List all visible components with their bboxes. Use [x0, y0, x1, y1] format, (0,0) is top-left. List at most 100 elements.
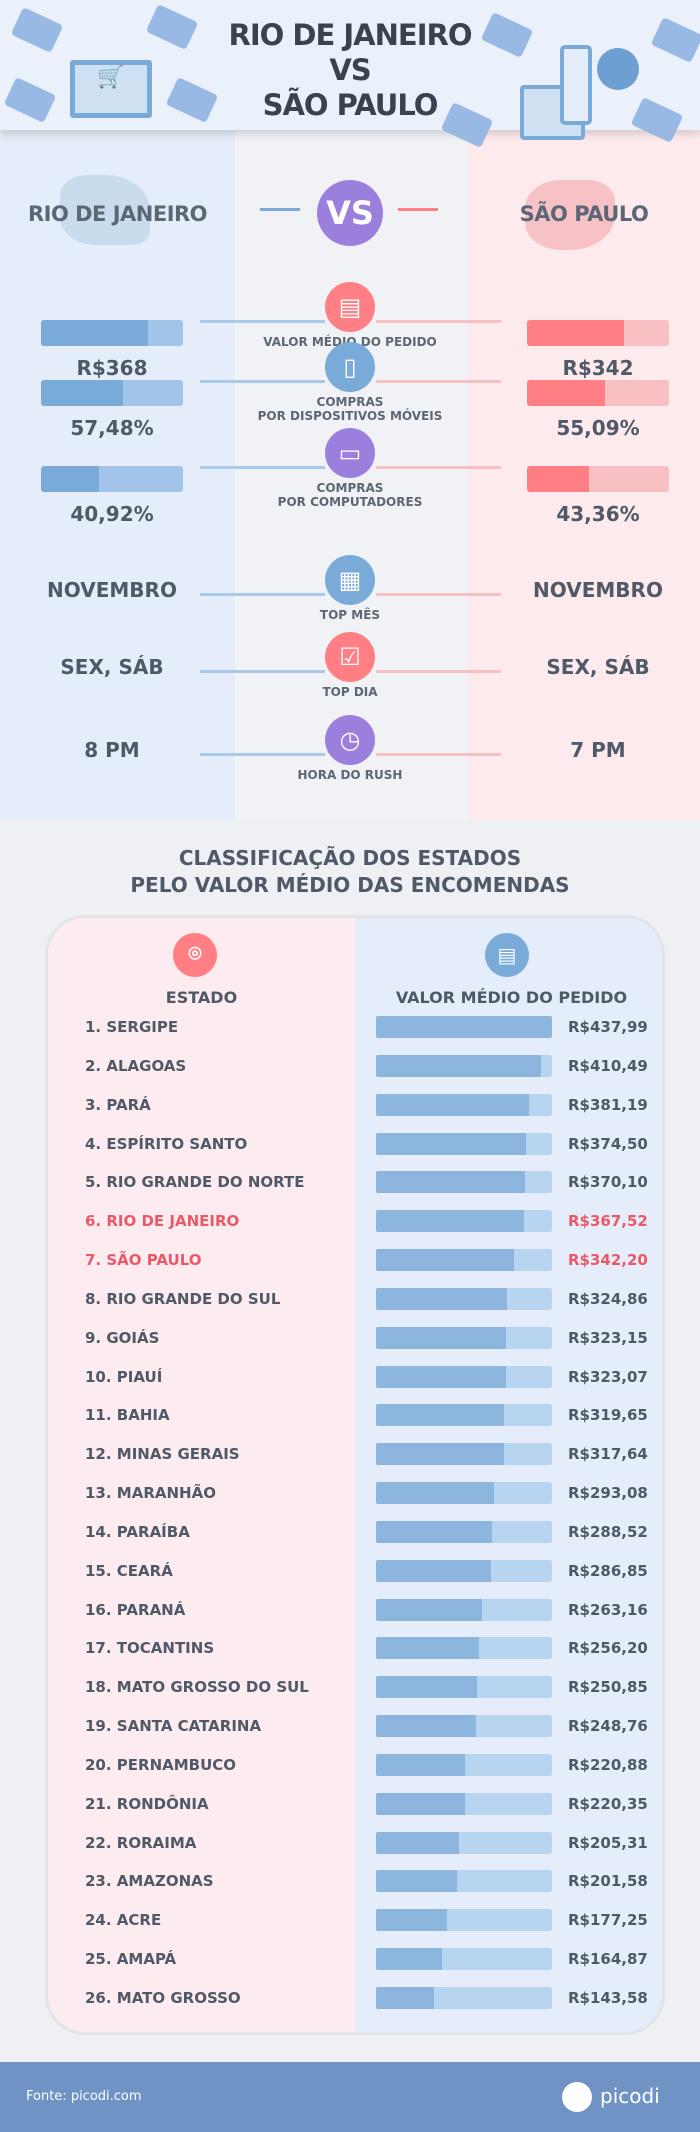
- left-value: SEX, SÁB: [60, 655, 164, 679]
- value-label: R$410,49: [568, 1056, 648, 1075]
- value-bar: [376, 1132, 527, 1155]
- state-name: 7. SÃO PAULO: [85, 1251, 202, 1270]
- state-name: 23. AMAZONAS: [85, 1872, 214, 1891]
- value-label: R$220,35: [568, 1794, 648, 1813]
- clock-icon: ◷: [325, 715, 375, 765]
- value-bar-track: [376, 1482, 552, 1505]
- left-city-name: RIO DE JANEIRO: [27, 202, 208, 226]
- left-bar-fill: [41, 466, 100, 492]
- value-bar-track: [376, 1715, 552, 1738]
- state-name: 22. RORAIMA: [85, 1833, 197, 1852]
- right-bar-fill: [527, 380, 606, 406]
- value-bar-track: [376, 1948, 552, 1971]
- state-name: 20. PERNAMBUCO: [85, 1755, 237, 1774]
- page-title: RIO DE JANEIRO VS SÃO PAULO: [228, 18, 473, 122]
- calendar-icon: ▦: [325, 555, 375, 605]
- value-label: R$317,64: [568, 1445, 648, 1464]
- value-bar: [376, 1210, 524, 1233]
- value-label: R$324,86: [568, 1289, 648, 1308]
- state-name: 12. MINAS GERAIS: [85, 1445, 240, 1464]
- left-bar-fill: [41, 380, 123, 406]
- left-value: R$368: [76, 356, 148, 380]
- metric-label: HORA DO RUSH: [297, 768, 403, 782]
- value-label: R$263,16: [568, 1600, 648, 1619]
- state-name: 10. PIAUÍ: [85, 1367, 163, 1386]
- right-bar: [527, 466, 669, 492]
- smartphone-icon: ▯: [325, 342, 375, 392]
- value-label: R$256,20: [568, 1639, 648, 1658]
- value-label: R$319,65: [568, 1406, 648, 1425]
- column-header-state: ESTADO: [165, 988, 238, 1007]
- state-name: 5. RIO GRANDE DO NORTE: [85, 1173, 305, 1192]
- right-value: 43,36%: [556, 502, 640, 526]
- value-bar-track: [376, 1326, 552, 1349]
- value-bar: [376, 1287, 507, 1310]
- left-bar: [41, 380, 183, 406]
- value-bar-track: [376, 1753, 552, 1776]
- right-value: R$342: [562, 356, 634, 380]
- value-bar-track: [376, 1520, 552, 1543]
- value-bar-track: [376, 1287, 552, 1310]
- state-name: 26. MATO GROSSO: [85, 1989, 241, 2007]
- source-text: Fonte: picodi.com: [26, 2089, 142, 2104]
- value-bar-track: [376, 1365, 552, 1388]
- arrow-left-icon: [200, 466, 325, 469]
- right-value: NOVEMBRO: [533, 578, 663, 602]
- value-bar: [376, 1093, 530, 1116]
- value-label: R$293,08: [568, 1484, 648, 1503]
- state-name: 1. SERGIPE: [85, 1018, 179, 1036]
- value-bar-track: [376, 1171, 552, 1194]
- state-name: 14. PARAÍBA: [85, 1522, 190, 1541]
- brand-logo: picodi: [600, 2084, 660, 2108]
- state-name: 21. RONDÔNIA: [85, 1794, 209, 1813]
- state-name: 25. AMAPÁ: [85, 1950, 177, 1969]
- value-bar: [376, 1676, 477, 1699]
- state-name: 4. ESPÍRITO SANTO: [85, 1134, 248, 1153]
- footer: Fonte: picodi.com picodi: [0, 2062, 700, 2132]
- metric-label: COMPRAS POR COMPUTADORES: [277, 481, 423, 509]
- left-value: 40,92%: [70, 502, 154, 526]
- arrow-right-icon: [376, 670, 501, 673]
- state-name: 24. ACRE: [85, 1911, 162, 1930]
- value-label: R$323,15: [568, 1328, 648, 1347]
- value-bar-track: [376, 1210, 552, 1233]
- arrow-left-icon: [200, 670, 325, 673]
- value-label: R$143,58: [568, 1989, 648, 2007]
- value-bar: [376, 1016, 552, 1038]
- receipt-icon: ▤: [325, 282, 375, 332]
- arrow-left-icon: [200, 753, 325, 756]
- left-value: 8 PM: [84, 738, 140, 762]
- value-bar: [376, 1404, 505, 1427]
- value-bar: [376, 1831, 459, 1854]
- value-bar-track: [376, 1831, 552, 1854]
- value-bar: [376, 1715, 476, 1738]
- arrow-right-icon: [376, 466, 501, 469]
- value-label: R$220,88: [568, 1755, 648, 1774]
- left-bar: [41, 320, 183, 346]
- value-bar-track: [376, 1598, 552, 1621]
- value-bar-track: [376, 1676, 552, 1699]
- receipt-icon: ▤: [485, 933, 529, 977]
- right-value: SEX, SÁB: [546, 655, 650, 679]
- value-bar: [376, 1443, 504, 1466]
- value-bar: [376, 1948, 443, 1971]
- arrow-right-icon: [376, 320, 501, 323]
- arrow-left-icon: [200, 320, 325, 323]
- value-bar: [376, 1637, 479, 1660]
- state-name: 16. PARANÁ: [85, 1600, 186, 1619]
- value-bar: [376, 1326, 506, 1349]
- value-label: R$374,50: [568, 1134, 648, 1153]
- right-bar-fill: [527, 466, 589, 492]
- left-value: NOVEMBRO: [47, 578, 177, 602]
- value-label: R$201,58: [568, 1872, 648, 1891]
- value-bar-track: [376, 1559, 552, 1582]
- value-label: R$288,52: [568, 1522, 648, 1541]
- left-value: 57,48%: [70, 416, 154, 440]
- metric-label: TOP MÊS: [319, 608, 381, 622]
- arrow-right-icon: [376, 380, 501, 383]
- header-banner: 🛒 RIO DE JANEIRO VS SÃO PAULO: [0, 0, 700, 148]
- value-bar: [376, 1792, 465, 1815]
- value-bar: [376, 1171, 525, 1194]
- rio-map-icon: [60, 175, 150, 245]
- arrow-left-icon: [200, 380, 325, 383]
